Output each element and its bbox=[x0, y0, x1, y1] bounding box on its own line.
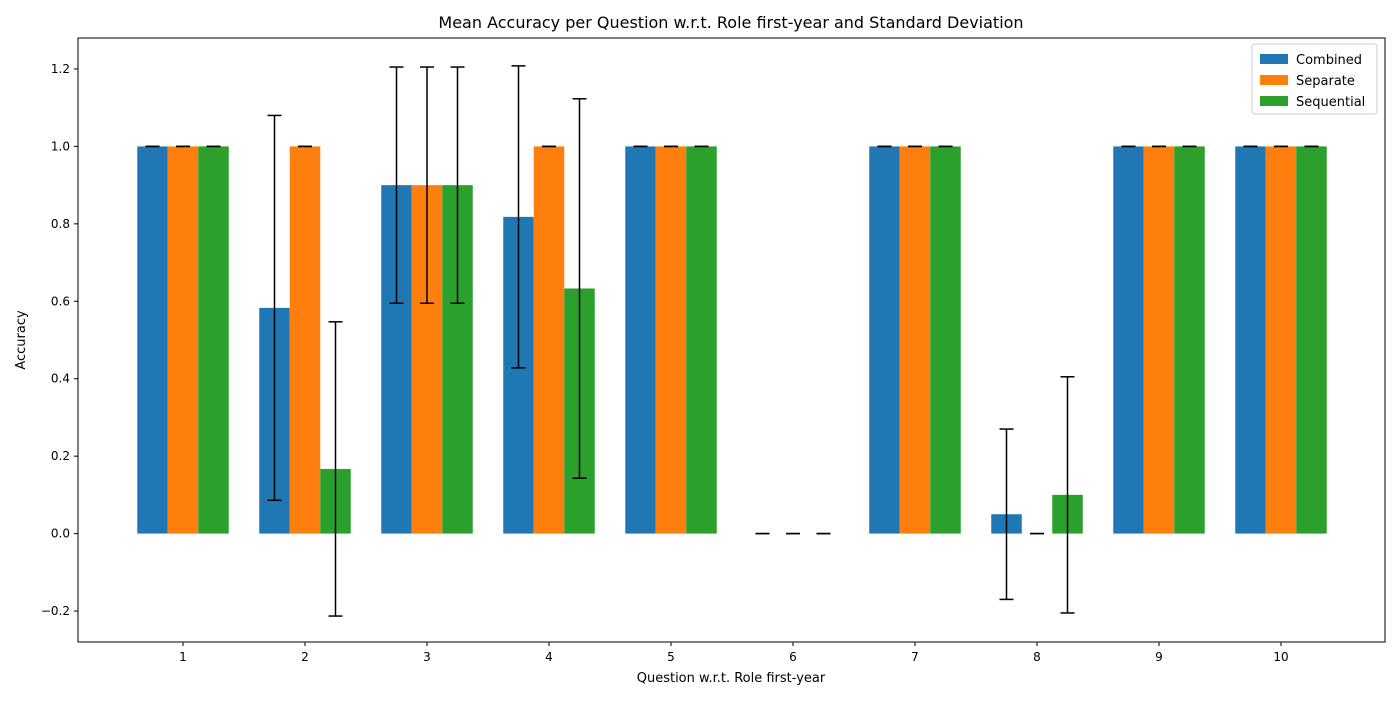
bar bbox=[686, 146, 717, 534]
bar bbox=[198, 146, 229, 534]
bar bbox=[1113, 146, 1144, 534]
bar bbox=[1296, 146, 1327, 534]
y-axis-label: Accuracy bbox=[14, 310, 29, 370]
error-bar bbox=[511, 65, 526, 369]
y-tick-label: 0.6 bbox=[51, 294, 70, 308]
plot-area: −0.2 0.0 0.2 0.4 0.6 0.8 1.0 1.2 1 2 3 4 5 6 7 8 9 10 bbox=[41, 37, 1386, 664]
bar bbox=[869, 146, 900, 534]
bar bbox=[137, 146, 168, 534]
bar bbox=[167, 146, 199, 534]
y-tick-label: 0.0 bbox=[51, 527, 70, 541]
error-bar bbox=[999, 428, 1014, 601]
error-bar bbox=[420, 66, 434, 304]
bar bbox=[1265, 146, 1297, 534]
x-tick-label: 7 bbox=[911, 650, 919, 664]
y-tick-label: 0.2 bbox=[51, 449, 70, 463]
error-bar bbox=[572, 98, 587, 479]
x-tick-label: 4 bbox=[545, 650, 553, 664]
error-bar bbox=[450, 66, 465, 304]
legend-label: Sequential bbox=[1296, 95, 1365, 110]
chart-title: Mean Accuracy per Question w.r.t. Role f… bbox=[438, 13, 1023, 32]
bar bbox=[625, 146, 656, 534]
x-tick-label: 8 bbox=[1033, 650, 1041, 664]
y-tick-label: 1.2 bbox=[51, 62, 70, 76]
error-bar bbox=[389, 66, 404, 304]
legend-label: Separate bbox=[1296, 74, 1355, 89]
bar bbox=[1235, 146, 1266, 534]
error-bar bbox=[267, 114, 282, 502]
legend-swatch bbox=[1260, 54, 1288, 64]
legend-swatch bbox=[1260, 96, 1288, 106]
bar bbox=[289, 146, 321, 534]
legend: Combined Separate Sequential bbox=[1251, 43, 1378, 115]
x-axis-label: Question w.r.t. Role first-year bbox=[637, 671, 826, 686]
y-tick-label: −0.2 bbox=[41, 604, 70, 618]
error-bar bbox=[1060, 376, 1075, 614]
x-tick-label: 1 bbox=[179, 650, 187, 664]
y-tick-label: 0.4 bbox=[51, 372, 70, 386]
legend-label: Combined bbox=[1296, 53, 1362, 68]
bar bbox=[1143, 146, 1175, 534]
x-tick-label: 5 bbox=[667, 650, 675, 664]
x-tick-label: 6 bbox=[789, 650, 797, 664]
bar bbox=[1174, 146, 1205, 534]
x-tick-label: 10 bbox=[1273, 650, 1288, 664]
bar bbox=[655, 146, 687, 534]
error-bar bbox=[328, 321, 343, 617]
y-tick-label: 1.0 bbox=[51, 139, 70, 153]
bar bbox=[533, 146, 565, 534]
bar bbox=[930, 146, 961, 534]
axes-frame bbox=[77, 37, 1386, 643]
legend-swatch bbox=[1260, 75, 1288, 85]
x-tick-label: 9 bbox=[1155, 650, 1163, 664]
bar bbox=[899, 146, 931, 534]
x-tick-label: 3 bbox=[423, 650, 431, 664]
x-tick-label: 2 bbox=[301, 650, 309, 664]
y-tick-label: 0.8 bbox=[51, 217, 70, 231]
